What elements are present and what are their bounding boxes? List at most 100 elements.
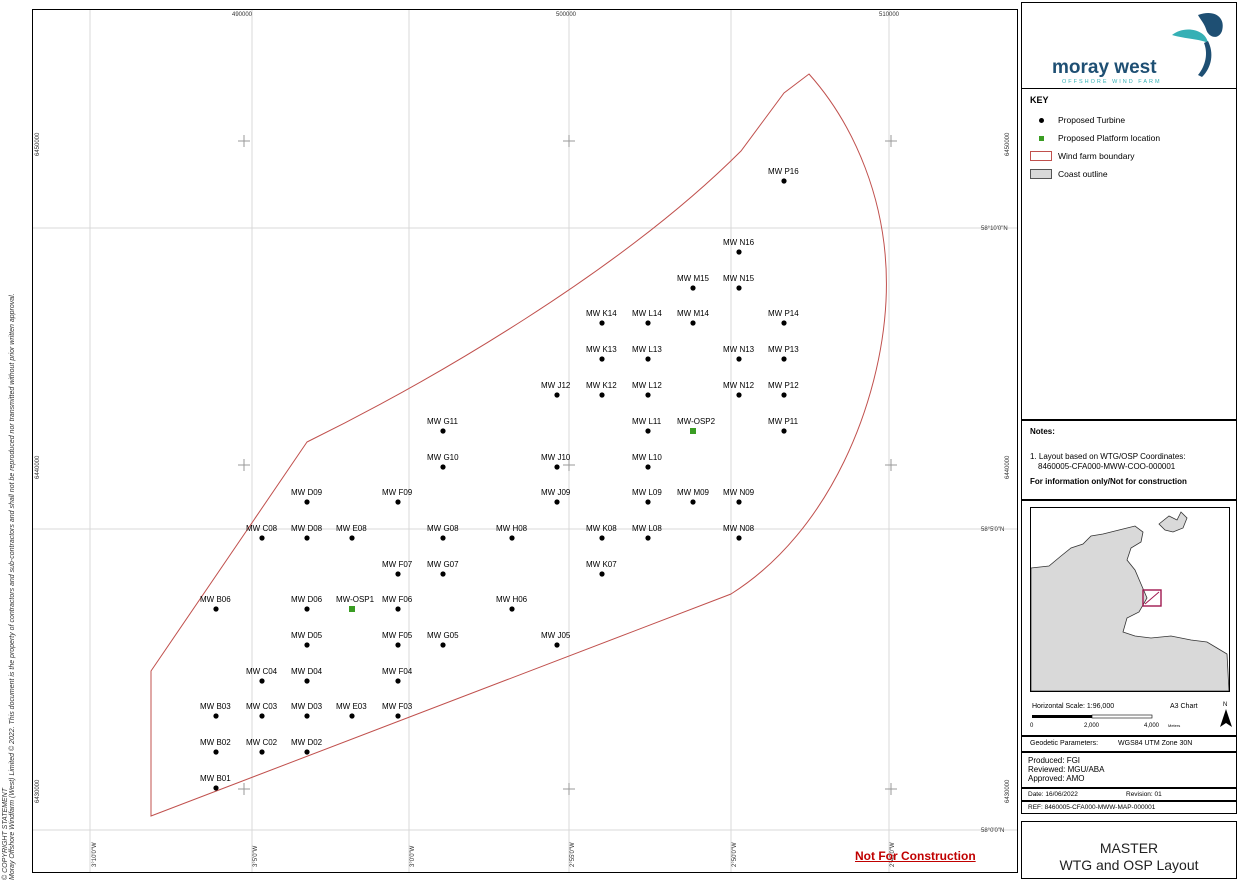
turbine-label: MW N12 bbox=[723, 381, 755, 390]
turbine-marker[interactable]: MW K07 bbox=[586, 560, 617, 577]
turbine-label: MW D03 bbox=[291, 702, 323, 711]
turbine-dot-icon bbox=[509, 606, 515, 612]
produced-by: Produced: FGI bbox=[1028, 756, 1081, 765]
turbine-marker[interactable]: MW M15 bbox=[677, 274, 710, 291]
turbine-marker[interactable]: MW N13 bbox=[723, 345, 755, 362]
top-tick-3: 510000 bbox=[879, 12, 900, 18]
turbine-label: MW F05 bbox=[382, 631, 413, 640]
turbine-marker[interactable]: MW N16 bbox=[723, 238, 755, 255]
turbine-dot-icon bbox=[259, 749, 265, 755]
turbine-marker[interactable]: MW L13 bbox=[632, 345, 662, 362]
turbine-marker[interactable]: MW M09 bbox=[677, 488, 710, 505]
turbine-marker[interactable]: MW L14 bbox=[632, 309, 662, 326]
turbine-marker[interactable]: MW J09 bbox=[541, 488, 571, 505]
turbine-label: MW N08 bbox=[723, 524, 755, 533]
turbine-dot-icon bbox=[304, 499, 310, 505]
turbine-marker[interactable]: MW G08 bbox=[427, 524, 459, 541]
turbine-marker[interactable]: MW P12 bbox=[768, 381, 799, 398]
turbine-marker[interactable]: MW F06 bbox=[382, 595, 413, 612]
turbine-marker[interactable]: MW F04 bbox=[382, 667, 413, 684]
map-frame[interactable]: 490000 500000 510000 490000 500000 51000… bbox=[32, 9, 1018, 873]
turbine-marker[interactable]: MW J05 bbox=[541, 631, 571, 648]
turbine-dot-icon bbox=[213, 749, 219, 755]
turbine-label: MW P13 bbox=[768, 345, 799, 354]
turbine-label: MW G05 bbox=[427, 631, 459, 640]
turbine-marker[interactable]: MW P11 bbox=[768, 417, 799, 434]
turbine-marker[interactable]: MW N08 bbox=[723, 524, 755, 541]
north-label: N bbox=[1223, 702, 1227, 708]
turbine-marker[interactable]: MW J10 bbox=[541, 453, 571, 470]
turbine-marker[interactable]: MW N09 bbox=[723, 488, 755, 505]
turbine-marker[interactable]: MW G07 bbox=[427, 560, 459, 577]
turbine-dot-icon bbox=[395, 678, 401, 684]
turbine-marker[interactable]: MW G10 bbox=[427, 453, 459, 470]
lon-tick-3: 3°0'0"W bbox=[410, 845, 416, 867]
turbine-marker[interactable]: MW C03 bbox=[246, 702, 278, 719]
turbine-marker[interactable]: MW F03 bbox=[382, 702, 413, 719]
turbine-label: MW M14 bbox=[677, 309, 710, 318]
turbine-marker[interactable]: MW B01 bbox=[200, 774, 231, 791]
turbine-marker[interactable]: MW D08 bbox=[291, 524, 323, 541]
turbine-marker[interactable]: MW L12 bbox=[632, 381, 662, 398]
map-canvas[interactable]: 490000 500000 510000 490000 500000 51000… bbox=[33, 10, 1017, 872]
turbine-marker[interactable]: MW P16 bbox=[768, 167, 799, 184]
turbine-label: MW P14 bbox=[768, 309, 799, 318]
turbine-marker[interactable]: MW D03 bbox=[291, 702, 323, 719]
turbine-marker[interactable]: MW N15 bbox=[723, 274, 755, 291]
platform-square-icon bbox=[349, 606, 355, 612]
turbine-marker[interactable]: MW K08 bbox=[586, 524, 617, 541]
turbine-marker[interactable]: MW L11 bbox=[632, 417, 662, 434]
not-for-construction-label: Not For Construction bbox=[855, 849, 976, 863]
turbine-label: MW H06 bbox=[496, 595, 528, 604]
turbine-marker[interactable]: MW L09 bbox=[632, 488, 662, 505]
turbine-marker[interactable]: MW K14 bbox=[586, 309, 617, 326]
turbine-marker[interactable]: MW G11 bbox=[427, 417, 459, 434]
turbine-marker[interactable]: MW B06 bbox=[200, 595, 231, 612]
turbine-marker[interactable]: MW B03 bbox=[200, 702, 231, 719]
platform-marker[interactable]: MW-OSP2 bbox=[677, 417, 716, 434]
turbine-marker[interactable]: MW F05 bbox=[382, 631, 413, 648]
turbine-dot-icon bbox=[690, 285, 696, 291]
turbine-marker[interactable]: MW F09 bbox=[382, 488, 413, 505]
platform-square-icon bbox=[690, 428, 696, 434]
turbine-marker[interactable]: MW P14 bbox=[768, 309, 799, 326]
turbine-marker[interactable]: MW J12 bbox=[541, 381, 571, 398]
turbine-marker[interactable]: MW D02 bbox=[291, 738, 323, 755]
turbine-marker[interactable]: MW C04 bbox=[246, 667, 278, 684]
turbine-marker[interactable]: MW E03 bbox=[336, 702, 367, 719]
inset-locator-map[interactable] bbox=[1030, 507, 1230, 692]
turbine-marker[interactable]: MW L08 bbox=[632, 524, 662, 541]
turbine-marker[interactable]: MW N12 bbox=[723, 381, 755, 398]
turbine-marker[interactable]: MW D09 bbox=[291, 488, 323, 505]
turbine-dot-icon bbox=[440, 535, 446, 541]
turbine-dot-icon bbox=[736, 499, 742, 505]
turbine-marker[interactable]: MW D04 bbox=[291, 667, 323, 684]
turbine-dot-icon bbox=[599, 356, 605, 362]
turbine-label: MW K12 bbox=[586, 381, 617, 390]
turbine-marker[interactable]: MW M14 bbox=[677, 309, 710, 326]
turbine-marker[interactable]: MW B02 bbox=[200, 738, 231, 755]
turbine-marker[interactable]: MW C08 bbox=[246, 524, 278, 541]
turbine-dot-icon bbox=[690, 320, 696, 326]
turbine-marker[interactable]: MW E08 bbox=[336, 524, 367, 541]
turbine-marker[interactable]: MW G05 bbox=[427, 631, 459, 648]
turbine-marker[interactable]: MW P13 bbox=[768, 345, 799, 362]
turbine-marker[interactable]: MW C02 bbox=[246, 738, 278, 755]
turbine-marker[interactable]: MW H08 bbox=[496, 524, 528, 541]
turbine-marker[interactable]: MW K13 bbox=[586, 345, 617, 362]
turbine-marker[interactable]: MW H06 bbox=[496, 595, 528, 612]
turbine-label: MW E08 bbox=[336, 524, 367, 533]
turbine-marker[interactable]: MW D06 bbox=[291, 595, 323, 612]
turbine-marker[interactable]: MW L10 bbox=[632, 453, 662, 470]
scale-text: Horizontal Scale: 1:96,000 bbox=[1032, 703, 1115, 710]
turbine-marker[interactable]: MW F07 bbox=[382, 560, 413, 577]
key-label: Wind farm boundary bbox=[1058, 151, 1135, 161]
notes-panel: Notes: 1. Layout based on WTG/OSP Coordi… bbox=[1021, 420, 1237, 500]
turbine-marker[interactable]: MW K12 bbox=[586, 381, 617, 398]
wind-farm-locator-box bbox=[1142, 589, 1162, 607]
turbine-label: MW-OSP2 bbox=[677, 417, 716, 426]
turbine-label: MW F09 bbox=[382, 488, 413, 497]
platform-marker[interactable]: MW-OSP1 bbox=[336, 595, 375, 612]
grid-lines bbox=[33, 10, 1017, 872]
turbine-marker[interactable]: MW D05 bbox=[291, 631, 323, 648]
